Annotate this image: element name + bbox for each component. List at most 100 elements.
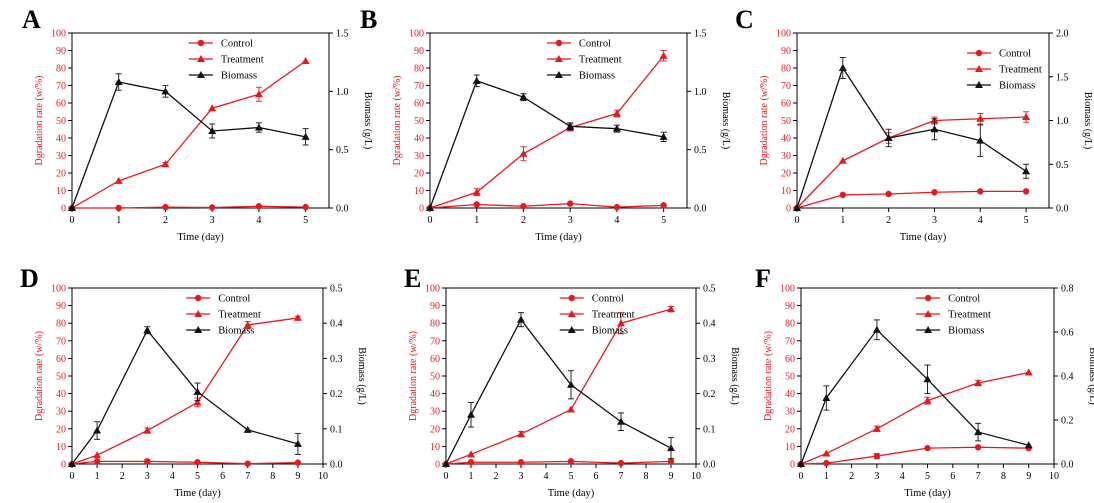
- y-left-tick-label: 80: [781, 64, 791, 75]
- legend: Control Treatment Biomass: [916, 294, 991, 337]
- data-point: [976, 136, 985, 144]
- series-control: [68, 203, 309, 212]
- data-point: [617, 319, 625, 327]
- x-tick-label: 4: [900, 471, 905, 482]
- data-point: [293, 439, 302, 447]
- legend-marker: [196, 71, 205, 78]
- series-treatment: [68, 313, 302, 467]
- data-point: [472, 188, 481, 196]
- data-point: [974, 444, 982, 451]
- legend-label: Treatment: [579, 55, 622, 66]
- x-tick-label: 1: [95, 471, 100, 482]
- x-tick-label: 7: [976, 471, 981, 482]
- x-tick-label: 5: [1024, 215, 1029, 226]
- data-point: [68, 204, 76, 211]
- data-point: [617, 459, 625, 467]
- y-left-tick-label: 20: [414, 169, 424, 180]
- series-biomass: [426, 74, 668, 211]
- y-right-tick-label: 1.5: [1056, 72, 1069, 83]
- x-tick-label: 6: [220, 471, 225, 482]
- panel-c: C 0 1 2 3 4 5 Time (day) 0 10 20 30 40 50 60 70 80 90 100 D…: [735, 5, 1093, 243]
- x-tick-label: 3: [210, 215, 215, 226]
- series-treatment: [68, 57, 310, 211]
- data-point: [442, 460, 450, 467]
- y-right-axis-label: Biomass (g/L): [720, 92, 731, 150]
- data-point: [930, 125, 939, 133]
- x-tick-label: 2: [886, 215, 891, 226]
- data-point: [667, 305, 675, 313]
- y-right-tick-label: 0.4: [703, 319, 716, 330]
- y-left-tick-label: 20: [56, 169, 66, 180]
- data-point: [566, 122, 575, 130]
- x-tick-label: 9: [1026, 471, 1031, 482]
- y-right-tick-label: 1.0: [336, 87, 349, 98]
- series-control: [68, 458, 302, 468]
- series-line: [796, 66, 1027, 209]
- x-tick-label: 3: [145, 471, 150, 482]
- data-point: [467, 459, 475, 466]
- series-line: [429, 80, 664, 209]
- panel-d: D 0 1 2 3 4 5 6 7 8 9 10 Time (day) 0 10 20 30 40 50 60 70 80…: [20, 264, 367, 499]
- data-point: [976, 114, 985, 122]
- data-point: [612, 109, 621, 117]
- data-point: [114, 176, 123, 184]
- data-point: [143, 326, 152, 334]
- legend-label: Treatment: [221, 55, 264, 66]
- panel-f: F 0 1 2 3 4 5 6 7 8 9 10 Time (day) 0 10 20 30 40 50 60 70 80…: [755, 264, 1094, 499]
- y-left-tick-label: 100: [425, 284, 440, 295]
- y-right-tick-label: 0.5: [336, 145, 349, 156]
- y-right-tick-label: 0.5: [1056, 160, 1069, 171]
- series-line: [71, 81, 306, 209]
- data-point: [208, 204, 216, 211]
- panel-letter: A: [22, 5, 41, 34]
- y-right-tick-label: 1.5: [336, 29, 349, 40]
- legend: Control Treatment Biomass: [967, 49, 1042, 92]
- data-point: [426, 204, 434, 211]
- x-tick-label: 1: [824, 471, 829, 482]
- series-biomass: [68, 73, 310, 211]
- y-right-tick-label: 0.6: [1061, 328, 1074, 339]
- y-left-axis-label: Dgradation rate (w/%): [392, 76, 403, 166]
- data-point: [93, 426, 102, 434]
- y-right-tick-label: 0.5: [703, 284, 716, 295]
- series-control: [442, 458, 675, 468]
- x-tick-label: 10: [318, 471, 328, 482]
- legend-marker: [568, 294, 575, 302]
- panel-a: A 0 1 2 3 4 5 Time (day) 0 10 20 30 40 50 60 70 80 90 100 D…: [22, 5, 373, 243]
- series-biomass: [442, 312, 675, 467]
- y-right-axis-label: Biomass (g/L): [729, 347, 740, 405]
- series-line: [796, 190, 1027, 209]
- x-tick-label: 9: [669, 471, 674, 482]
- y-right-tick-label: 0.0: [330, 460, 343, 471]
- data-point: [659, 132, 668, 140]
- y-left-tick-label: 10: [56, 186, 66, 197]
- y-right-tick-label: 1.0: [1056, 116, 1069, 127]
- y-left-tick-label: 0: [435, 460, 440, 471]
- x-tick-label: 1: [840, 215, 845, 226]
- y-left-tick-label: 100: [51, 284, 66, 295]
- y-right-tick-label: 2.0: [1056, 29, 1069, 40]
- data-point: [923, 396, 932, 404]
- x-axis-label: Time (day): [177, 232, 224, 243]
- data-point: [931, 189, 938, 196]
- legend-marker: [567, 310, 576, 317]
- x-tick-label: 5: [569, 471, 574, 482]
- data-point: [1022, 188, 1030, 195]
- data-point: [823, 459, 830, 467]
- data-point: [293, 313, 302, 321]
- y-left-tick-label: 10: [56, 442, 66, 453]
- legend: Control Treatment Biomass: [546, 39, 622, 82]
- y-left-tick-label: 100: [409, 29, 424, 40]
- data-point: [793, 204, 801, 211]
- series-biomass: [797, 319, 1033, 467]
- y-right-tick-label: 0.0: [1056, 204, 1069, 215]
- data-point: [838, 64, 847, 71]
- data-point: [667, 444, 675, 452]
- data-point: [613, 203, 621, 211]
- y-left-tick-label: 80: [56, 319, 66, 330]
- y-left-tick-label: 40: [785, 389, 795, 400]
- y-left-tick-label: 80: [785, 319, 795, 330]
- data-point: [839, 191, 847, 199]
- data-point: [974, 428, 983, 436]
